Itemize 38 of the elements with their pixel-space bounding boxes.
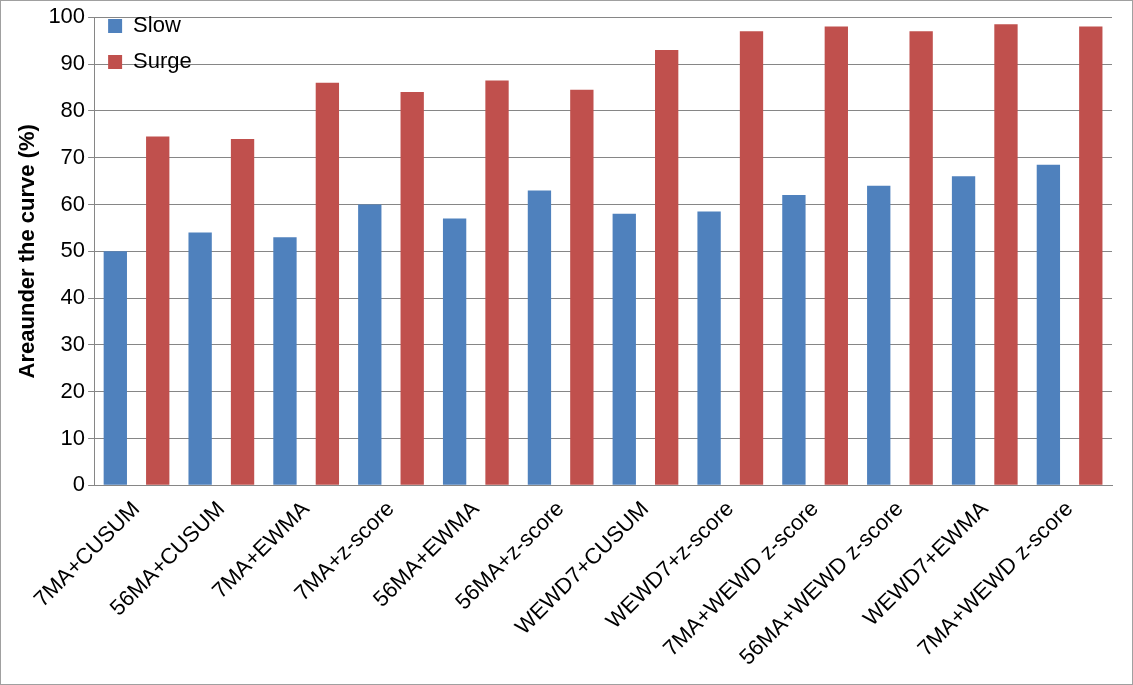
bar bbox=[485, 80, 509, 485]
bar bbox=[739, 31, 764, 485]
y-tick-label: 90 bbox=[60, 50, 86, 76]
bar bbox=[697, 211, 721, 485]
bar bbox=[782, 195, 806, 485]
bar bbox=[527, 190, 552, 485]
y-tick-label: 0 bbox=[72, 471, 86, 497]
bar bbox=[909, 31, 933, 485]
bar bbox=[315, 82, 340, 485]
y-tick-label: 100 bbox=[48, 3, 86, 29]
bar bbox=[570, 89, 594, 485]
y-tick-label: 60 bbox=[60, 190, 86, 216]
bar bbox=[400, 92, 424, 485]
y-tick-label: 30 bbox=[60, 330, 86, 356]
bar bbox=[612, 213, 636, 485]
y-tick-label: 70 bbox=[60, 143, 86, 169]
legend-label: Slow bbox=[133, 12, 181, 38]
y-tick-label: 50 bbox=[60, 237, 86, 263]
bar bbox=[358, 204, 382, 485]
bar bbox=[994, 24, 1018, 485]
legend-label: Surge bbox=[133, 48, 192, 74]
y-axis-title: Areaunder the curve (%) bbox=[14, 124, 40, 379]
bar bbox=[867, 185, 891, 485]
bar bbox=[442, 218, 467, 485]
bar bbox=[1036, 164, 1061, 485]
bar bbox=[655, 49, 679, 485]
bar bbox=[103, 251, 127, 485]
bar bbox=[188, 232, 212, 485]
bar bbox=[146, 136, 170, 485]
bar bbox=[824, 26, 848, 485]
bar bbox=[230, 138, 255, 485]
bar bbox=[951, 176, 976, 485]
y-tick-label: 80 bbox=[60, 96, 86, 122]
y-tick-label: 20 bbox=[60, 377, 86, 403]
y-tick-label: 40 bbox=[60, 284, 86, 310]
bar bbox=[273, 237, 297, 485]
bar bbox=[1079, 26, 1103, 485]
y-tick-label: 10 bbox=[60, 424, 86, 450]
